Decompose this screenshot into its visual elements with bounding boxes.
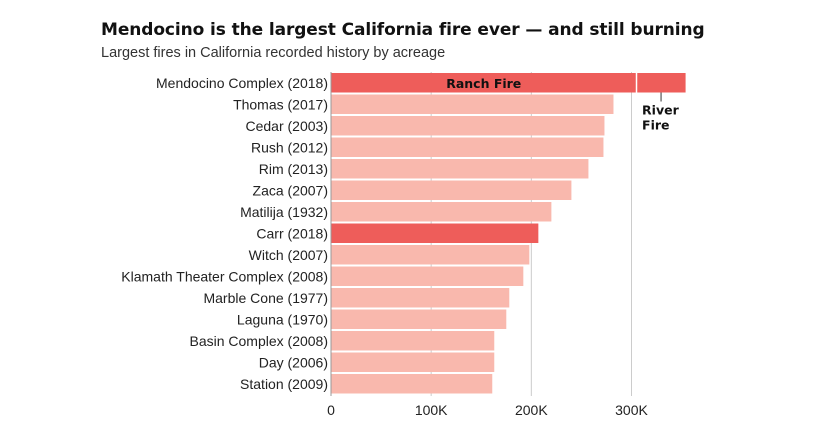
bar (331, 352, 495, 372)
river-fire-annotation: River (642, 103, 680, 118)
bar (331, 245, 530, 265)
bar-segment (331, 73, 637, 93)
category-label: Basin Complex (2008) (189, 333, 328, 349)
category-label: Laguna (1970) (237, 311, 328, 327)
category-label: Station (2009) (240, 376, 328, 392)
bar-segment (636, 73, 686, 93)
bar (331, 116, 605, 136)
category-label: Cedar (2003) (246, 118, 329, 134)
x-tick-label: 200K (515, 402, 548, 418)
bar (331, 374, 493, 394)
bar (331, 159, 589, 179)
river-fire-annotation: Fire (642, 118, 669, 133)
category-label: Matilija (1932) (240, 204, 328, 220)
bar (331, 94, 614, 114)
chart-subtitle: Largest fires in California recorded his… (101, 45, 446, 61)
category-label: Klamath Theater Complex (2008) (121, 268, 328, 284)
category-label: Rim (2013) (259, 161, 328, 177)
category-label: Zaca (2007) (253, 182, 328, 198)
x-tick-label: 300K (615, 402, 648, 418)
bar (331, 266, 524, 286)
category-label: Thomas (2017) (233, 96, 328, 112)
category-label: Marble Cone (1977) (203, 290, 328, 306)
bar (331, 137, 604, 157)
bar (331, 331, 495, 351)
x-tick-label: 100K (415, 402, 448, 418)
bar (331, 180, 572, 200)
chart-title: Mendocino is the largest California fire… (101, 20, 705, 40)
bar (331, 309, 507, 329)
ranch-fire-annotation: Ranch Fire (446, 76, 521, 91)
category-label: Mendocino Complex (2018) (156, 75, 328, 91)
bar (331, 288, 510, 308)
bar (331, 202, 552, 222)
category-label: Rush (2012) (251, 139, 328, 155)
category-label: Carr (2018) (256, 225, 328, 241)
bar (331, 223, 539, 243)
category-label: Day (2006) (259, 354, 328, 370)
x-tick-label: 0 (327, 402, 335, 418)
category-label: Witch (2007) (249, 247, 328, 263)
